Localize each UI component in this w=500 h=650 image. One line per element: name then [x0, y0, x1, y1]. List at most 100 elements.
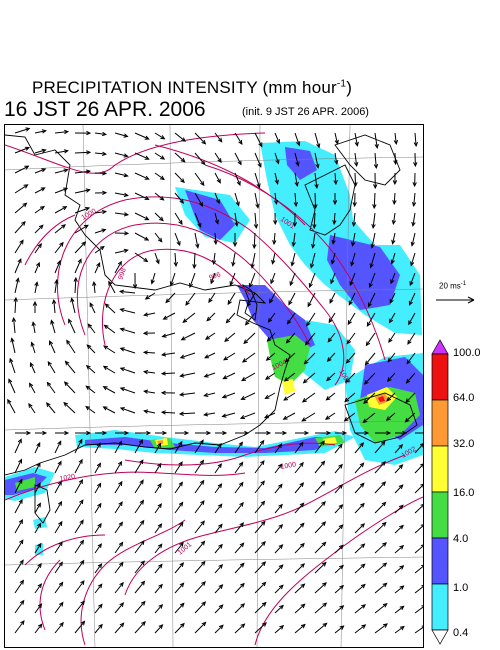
wind-arrow	[302, 392, 316, 403]
wind-arrow-head	[284, 358, 290, 363]
wind-arrow	[151, 272, 156, 284]
wind-arrow	[114, 212, 128, 216]
precip-very-intense-2	[157, 440, 163, 444]
wind-arrow-head	[240, 603, 246, 608]
wind-arrow-head	[366, 321, 371, 327]
wind-arrow-head	[346, 339, 352, 345]
wind-arrow-head	[412, 182, 417, 188]
wind-arrow-head	[146, 430, 152, 436]
wind-arrow-head	[18, 519, 23, 525]
wind-arrow-head	[388, 318, 394, 324]
wind-arrow-head	[123, 248, 129, 253]
wind-arrow-head	[79, 499, 84, 505]
wind-arrow	[54, 169, 68, 174]
wind-arrow	[214, 192, 220, 204]
wind-arrow-head	[162, 430, 168, 436]
wind-arrow	[254, 192, 259, 208]
wind-arrow-head	[157, 503, 162, 508]
wind-arrow	[34, 603, 42, 614]
wind-arrow	[134, 621, 146, 634]
wind-arrow	[114, 542, 124, 554]
wind-arrow	[181, 332, 196, 341]
wind-arrow-head	[420, 524, 423, 528]
wind-arrow	[14, 147, 30, 154]
wind-arrow	[74, 151, 91, 154]
wind-arrow	[204, 352, 216, 359]
wind-arrow-head	[62, 206, 68, 211]
wind-arrow	[334, 172, 337, 185]
wind-arrow	[174, 582, 184, 594]
wind-arrow	[34, 523, 42, 534]
wind-arrow-head	[58, 561, 63, 567]
wind-arrow	[347, 312, 356, 325]
wind-arrow-head	[364, 430, 370, 436]
wind-arrow-head	[49, 340, 54, 346]
wind-arrow-head	[119, 367, 125, 372]
wind-arrow-head	[359, 462, 365, 468]
wind-arrow-head	[390, 279, 395, 285]
wind-arrow	[348, 292, 356, 305]
legend-label-16: 16.0	[453, 487, 475, 499]
precip-moderate-east	[327, 235, 400, 310]
wind-arrow-head	[157, 462, 162, 468]
precip-spot-1	[33, 517, 47, 529]
wind-arrow-head	[326, 376, 331, 382]
wind-arrow-head	[79, 559, 85, 565]
wind-arrow	[54, 501, 62, 514]
wind-arrow	[394, 444, 403, 454]
wind-arrow	[254, 460, 265, 474]
wind-arrow-head	[264, 394, 270, 399]
map-canvas: 1000 998 996 1001 1004 1002 1000 1002 10…	[5, 125, 423, 647]
wind-arrow-head	[360, 502, 365, 508]
wind-arrow-head	[185, 300, 190, 306]
wind-arrow	[34, 503, 41, 514]
wind-arrow-head	[360, 583, 366, 589]
wind-arrow	[120, 308, 136, 314]
coast-island-southeast	[344, 392, 418, 444]
wind-arrow	[334, 625, 344, 634]
wind-arrow	[234, 522, 244, 534]
wind-arrow	[314, 501, 326, 514]
wind-arrow	[274, 484, 283, 494]
wind-arrow	[234, 502, 244, 514]
wind-arrow	[407, 332, 416, 345]
wind-arrow	[32, 322, 36, 334]
wind-arrow-head	[266, 430, 272, 436]
wind-arrow-head	[299, 461, 304, 467]
wind-arrow	[389, 312, 396, 323]
wind-arrow-head	[64, 129, 70, 135]
wind-arrow-head	[419, 443, 423, 448]
wind-arrow-head	[181, 137, 186, 142]
wind-arrow	[414, 443, 423, 454]
wind-arrow	[334, 504, 343, 514]
wind-scale-arrow	[436, 296, 475, 304]
wind-arrow	[214, 544, 223, 554]
wind-arrow-head	[370, 243, 375, 249]
wind-arrow-head	[199, 439, 204, 445]
wind-arrow-head	[15, 277, 20, 283]
wind-arrow	[292, 232, 296, 246]
wind-arrow-head	[143, 312, 149, 317]
wind-arrow-head	[338, 544, 344, 550]
wind-arrow-head	[37, 522, 42, 528]
legend-bar	[431, 339, 449, 645]
wind-arrow	[254, 541, 266, 554]
wind-arrow-head	[36, 482, 41, 488]
wind-arrow-head	[160, 352, 167, 357]
wind-arrow	[206, 312, 216, 322]
wind-arrow	[154, 624, 163, 634]
wind-arrow-head	[30, 341, 35, 347]
wind-arrow	[74, 499, 84, 514]
wind-arrow	[134, 560, 145, 574]
wind-arrow-head	[155, 259, 160, 265]
wind-arrow-head	[238, 461, 244, 467]
wind-arrow	[310, 252, 316, 268]
wind-arrow-head	[78, 458, 83, 464]
wind-arrow-head	[217, 483, 223, 489]
wind-arrow	[291, 252, 296, 266]
wind-arrow	[194, 500, 205, 514]
wind-arrow-head	[405, 398, 410, 404]
wind-arrow	[103, 406, 116, 414]
wind-arrow	[114, 172, 128, 177]
wind-arrow	[326, 392, 336, 401]
